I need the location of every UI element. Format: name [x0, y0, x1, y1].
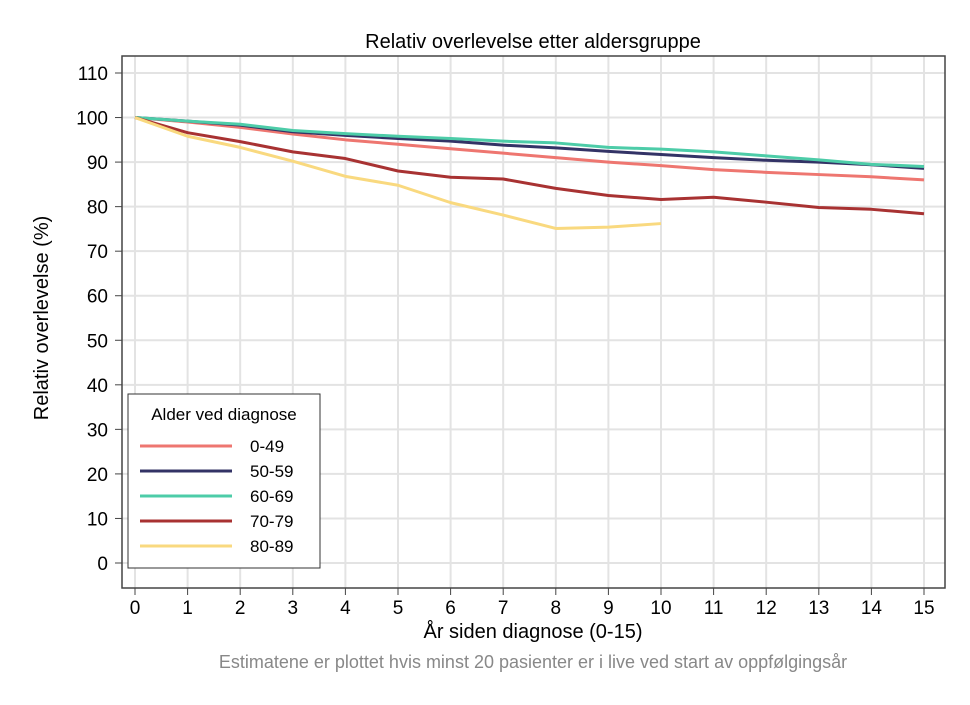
- legend-title: Alder ved diagnose: [151, 405, 297, 424]
- legend-label: 80-89: [250, 537, 293, 556]
- y-axis-label: Relativ overlevelse (%): [31, 216, 53, 421]
- x-tick-label: 10: [650, 598, 671, 619]
- y-tick-label: 110: [78, 64, 108, 85]
- y-tick-label: 90: [87, 153, 108, 174]
- x-tick-label: 11: [704, 598, 724, 619]
- y-tick-label: 30: [87, 420, 108, 441]
- x-tick-label: 7: [498, 598, 509, 619]
- x-tick-label: 6: [445, 598, 456, 619]
- y-tick-label: 50: [87, 331, 108, 352]
- x-tick-label: 8: [551, 598, 562, 619]
- y-tick-label: 100: [76, 109, 108, 130]
- chart-title: Relativ overlevelse etter aldersgruppe: [365, 31, 701, 53]
- axis-ticks: 0 1 2 3 4 5 6 7 8 9 10 11 12 13 14 15010203040506070809…: [76, 64, 934, 619]
- y-tick-label: 10: [87, 509, 108, 530]
- y-tick-label: 60: [87, 287, 108, 308]
- legend-label: 60-69: [250, 487, 293, 506]
- x-tick-label: 9: [603, 598, 614, 619]
- y-tick-label: 80: [87, 198, 108, 219]
- y-tick-label: 20: [87, 465, 108, 486]
- footnote: Estimatene er plottet hvis minst 20 pasi…: [219, 652, 847, 672]
- y-tick-label: 0: [97, 554, 108, 575]
- y-tick-label: 70: [87, 242, 108, 263]
- x-tick-label: 0: [130, 598, 141, 619]
- x-axis-label: År siden diagnose (0-15): [423, 620, 642, 643]
- series-line-0-49: [134, 116, 925, 182]
- legend-box: [127, 393, 321, 569]
- x-tick-label: 2: [235, 598, 246, 619]
- x-tick-label: 12: [756, 598, 777, 619]
- legend-label: 50-59: [250, 462, 293, 481]
- x-tick-label: 1: [182, 598, 193, 619]
- series-line-80-89: [134, 116, 662, 230]
- legend: Alder ved diagnose 0-49 50-59 60-69 70-79 80…: [127, 393, 321, 569]
- x-tick-label: 5: [393, 598, 404, 619]
- legend-label: 70-79: [250, 512, 293, 531]
- x-tick-label: 14: [861, 598, 883, 619]
- series-line-70-79: [134, 116, 925, 216]
- series-lines: [134, 116, 925, 230]
- x-tick-label: 13: [808, 598, 829, 619]
- legend-label: 0-49: [250, 437, 284, 456]
- y-tick-label: 40: [87, 376, 108, 397]
- series-line-60-69: [134, 116, 925, 169]
- x-tick-label: 3: [288, 598, 299, 619]
- plot-frame: [121, 55, 946, 589]
- x-tick-label: 15: [913, 598, 934, 619]
- x-tick-label: 4: [340, 598, 351, 619]
